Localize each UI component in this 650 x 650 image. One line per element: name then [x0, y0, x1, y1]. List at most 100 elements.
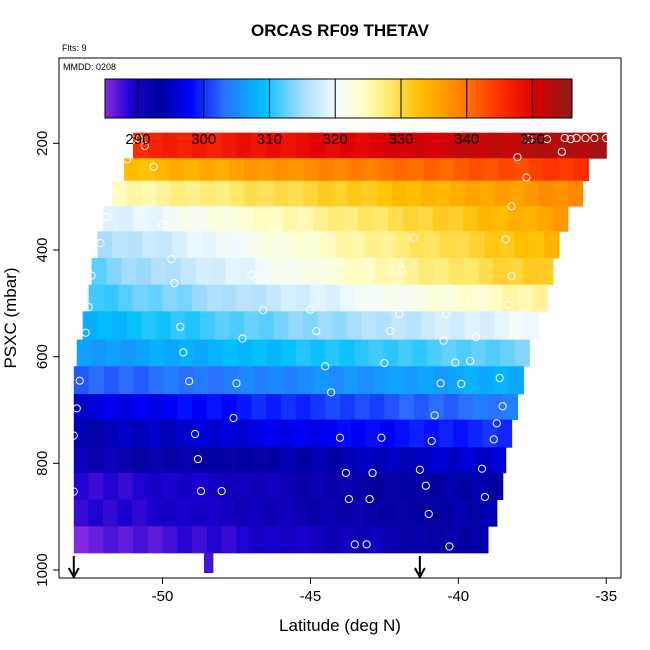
heatmap-cell [234, 499, 250, 527]
colorbar-segment [305, 79, 309, 118]
data-point [504, 300, 513, 310]
heatmap-cell [310, 339, 326, 367]
heatmap-cell [148, 447, 164, 474]
heatmap-cell [369, 472, 385, 500]
heatmap-cell [207, 447, 224, 474]
data-point [436, 379, 445, 388]
data-point [560, 133, 569, 143]
heatmap-cell [222, 447, 239, 474]
heatmap-cell [183, 158, 200, 182]
heatmap-cell [490, 447, 507, 474]
colorbar-segment [311, 79, 316, 118]
heatmap-cell [120, 339, 136, 367]
heatmap-cell [169, 158, 185, 182]
heatmap-cell [325, 472, 341, 500]
heatmap-cell [340, 394, 356, 420]
colorbar-segment [275, 79, 279, 118]
data-point [232, 379, 241, 388]
heatmap-cell [473, 472, 489, 500]
heatmap-cell [435, 311, 451, 340]
heatmap-cell [132, 526, 149, 554]
heatmap-cell [73, 472, 90, 500]
heatmap-cell [378, 158, 395, 182]
heatmap-cell [222, 339, 238, 367]
data-point [492, 419, 501, 428]
colorbar-segment [151, 79, 156, 118]
colorbar-segment [265, 79, 269, 118]
heatmap-cell [317, 311, 334, 340]
heatmap-cell [248, 419, 265, 448]
heatmap-cell [394, 419, 411, 448]
x-tick-label: -35 [595, 588, 617, 605]
heatmap-cell [88, 284, 104, 312]
heatmap-cell [251, 472, 267, 500]
heatmap-cell [208, 339, 224, 367]
colorbar-segment [215, 79, 219, 118]
colorbar: 290 300 310 320 330 340 350 [104, 78, 573, 148]
colorbar-segment [238, 79, 243, 118]
colorbar-segment [295, 79, 299, 118]
heatmap-cell [576, 132, 593, 159]
heatmap-cell [443, 132, 459, 159]
heatmap-cell [483, 158, 500, 182]
colorbar-segment [211, 79, 216, 118]
data-point [409, 233, 419, 242]
heatmap-cell [482, 499, 498, 527]
heatmap-cell [268, 366, 285, 395]
heatmap-cell [156, 231, 173, 259]
heatmap-cell [163, 206, 179, 232]
colorbar-segment [418, 79, 423, 118]
data-point [602, 133, 611, 143]
heatmap-cell [456, 339, 472, 367]
heatmap-cell [321, 499, 337, 527]
heatmap-cell [298, 206, 314, 232]
heatmap-cell [341, 447, 358, 474]
heatmap-cell [502, 284, 519, 312]
heatmap-cell [365, 231, 381, 259]
heatmap-cell [354, 284, 371, 312]
colorbar-segment [365, 79, 370, 118]
colorbar-segment [125, 79, 129, 118]
heatmap-cell [117, 419, 133, 448]
colorbar-segment [515, 79, 520, 118]
heatmap-cell [171, 231, 188, 259]
heatmap-cell [118, 394, 134, 420]
colorbar-tick-label: 320 [323, 131, 348, 148]
heatmap-cell [248, 499, 265, 527]
heatmap-cell [299, 258, 316, 286]
heatmap-cell [544, 231, 560, 259]
heatmap-cell [432, 206, 449, 232]
heatmap-cell [295, 132, 312, 159]
colorbar-tick-label: 290 [125, 131, 150, 148]
heatmap-cell [310, 472, 326, 500]
heatmap-cell [280, 472, 297, 500]
colorbar-segment [405, 79, 410, 118]
colorbar-segment [535, 79, 540, 118]
heatmap-cell [105, 339, 122, 367]
heatmap-cell [146, 499, 162, 527]
heatmap-cell [162, 472, 178, 500]
heatmap-cell [413, 132, 430, 159]
heatmap-cell [399, 526, 415, 554]
heatmap-cell [340, 472, 356, 500]
heatmap-cell [103, 526, 119, 554]
heatmap-cell [221, 132, 238, 159]
data-point [96, 238, 105, 248]
heatmap-cell [192, 526, 208, 554]
x-tick-label: -45 [300, 588, 322, 605]
data-point [190, 429, 200, 439]
colorbar-segment [291, 79, 296, 118]
colorbar-segment [471, 79, 476, 118]
heatmap-cell [185, 311, 201, 340]
colorbar-segment [255, 79, 259, 118]
heatmap-cell [280, 526, 297, 554]
heatmap-cell [295, 339, 311, 367]
colorbar-segment [221, 79, 226, 118]
heatmap-cell [133, 447, 149, 474]
heatmap-cell [147, 526, 164, 554]
heatmap-cell [266, 132, 282, 159]
heatmap-cell [450, 311, 466, 340]
heatmap-cell [347, 180, 363, 207]
colorbar-segment [328, 79, 333, 118]
heatmap-cell [132, 472, 149, 500]
